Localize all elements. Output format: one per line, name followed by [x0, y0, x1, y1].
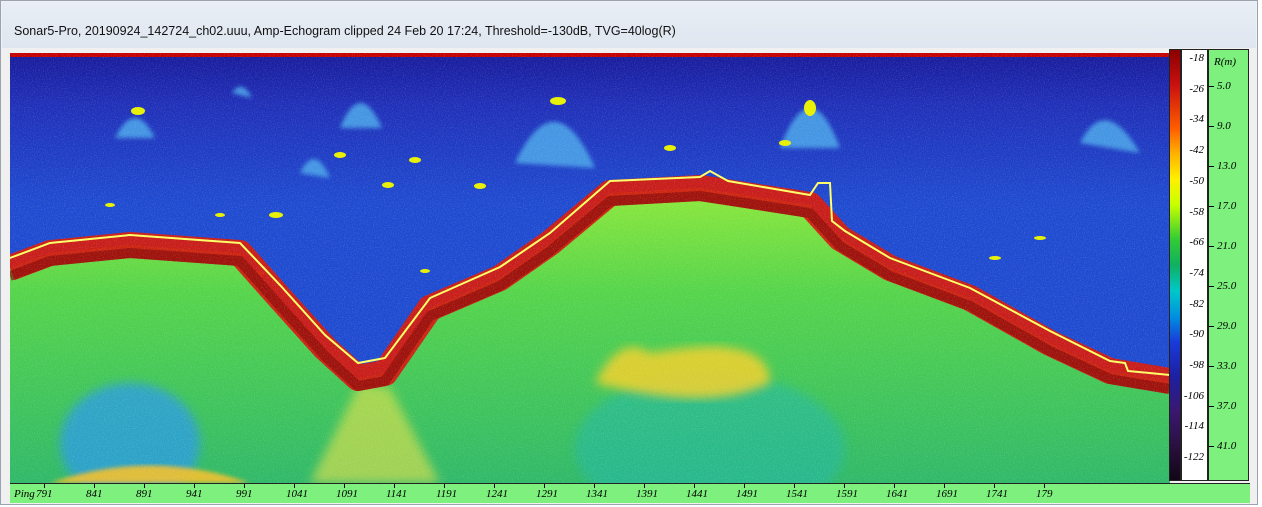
ping-axis-tick [144, 484, 145, 488]
colorbar-label: -34 [1189, 113, 1204, 126]
echogram-plot[interactable] [10, 53, 1170, 483]
ping-axis-tick [644, 484, 645, 488]
range-axis-tick [1209, 246, 1214, 247]
ping-axis-label: 1541 [786, 488, 808, 500]
colorbar-label: -42 [1189, 144, 1204, 157]
ping-axis-tick [894, 484, 895, 488]
ping-axis-tick [994, 484, 995, 488]
colorbar-label: -58 [1189, 205, 1204, 218]
ping-axis-label: 179 [1036, 488, 1053, 500]
colorbar-label: -26 [1189, 82, 1204, 95]
ping-axis-label: 1391 [636, 488, 658, 500]
range-axis: R(m) 5.0 9.0 13.0 17.0 21.0 25.0 29.0 33.0 37.0 4… [1208, 49, 1249, 481]
ping-axis-label: 1241 [486, 488, 508, 500]
colorbar-label: -66 [1189, 236, 1204, 249]
range-axis-label: 5.0 [1217, 80, 1231, 92]
ping-axis-label: 1041 [286, 488, 308, 500]
range-axis-label: 25.0 [1217, 280, 1237, 292]
range-axis-tick [1209, 126, 1214, 127]
colorbar-label: -122 [1183, 451, 1204, 464]
colorbar-label: -74 [1189, 266, 1204, 279]
ping-axis-label: 1691 [936, 488, 958, 500]
ping-axis-label: 1341 [586, 488, 608, 500]
ping-axis-tick [394, 484, 395, 488]
colorbar-label: -82 [1189, 297, 1204, 310]
speckle-noise [10, 53, 1170, 483]
ping-axis-tick [594, 484, 595, 488]
range-axis-tick [1209, 206, 1214, 207]
range-axis-tick [1209, 406, 1214, 407]
ping-axis-label: 1441 [686, 488, 708, 500]
title-bar: Sonar5-Pro, 20190924_142724_ch02.uuu, Am… [2, 2, 1256, 48]
colorbar-label: -106 [1183, 389, 1204, 402]
range-axis-label: 17.0 [1217, 200, 1237, 212]
colorbar-label: -98 [1189, 359, 1204, 371]
ping-axis-label: 991 [236, 488, 253, 500]
ping-axis-tick [444, 484, 445, 488]
ping-axis: Ping 791 841 891 941 991 1041 1091 1141 1191 1241… [10, 483, 1250, 503]
range-axis-tick [1209, 326, 1214, 327]
ping-axis-label: 1591 [836, 488, 858, 500]
ping-axis-tick [794, 484, 795, 488]
range-axis-label: 21.0 [1217, 240, 1237, 252]
colorbar-label: -90 [1189, 328, 1204, 341]
ping-axis-label: 1191 [436, 488, 458, 500]
colorbar-label: -18 [1189, 52, 1204, 64]
range-axis-tick [1209, 86, 1214, 87]
ping-axis-tick [944, 484, 945, 488]
range-axis-tick [1209, 286, 1214, 287]
range-axis-tick [1209, 446, 1214, 447]
ping-axis-label: 791 [36, 488, 53, 500]
ping-axis-tick [44, 484, 45, 488]
ping-axis-tick [344, 484, 345, 488]
window-title: Sonar5-Pro, 20190924_142724_ch02.uuu, Am… [14, 24, 676, 38]
ping-axis-label: 1141 [386, 488, 408, 500]
ping-axis-label: 891 [136, 488, 153, 500]
ping-axis-tick [844, 484, 845, 488]
range-axis-label: 13.0 [1217, 160, 1237, 172]
ping-axis-tick [544, 484, 545, 488]
colorbar-label: -50 [1189, 174, 1204, 187]
ping-axis-label: 1641 [886, 488, 908, 500]
color-scale-labels: -18 -26 -34 -42 -50 -58 -66 -74 -82 -90 -98 -106 -11… [1181, 49, 1208, 481]
ping-axis-tick [94, 484, 95, 488]
range-axis-tick [1209, 366, 1214, 367]
range-axis-header: R(m) [1214, 56, 1236, 68]
ping-axis-label: 1291 [536, 488, 558, 500]
ping-axis-label: 1491 [736, 488, 758, 500]
ping-axis-tick [1044, 484, 1045, 488]
range-axis-label: 33.0 [1217, 360, 1237, 372]
range-axis-label: 9.0 [1217, 120, 1231, 132]
range-axis-label: 29.0 [1217, 320, 1237, 332]
ping-axis-label: 1741 [986, 488, 1008, 500]
ping-axis-label: 1091 [336, 488, 358, 500]
ping-axis-tick [294, 484, 295, 488]
range-axis-tick [1209, 166, 1214, 167]
echogram-image [10, 53, 1170, 483]
color-scale-bar [1169, 49, 1181, 481]
ping-axis-tick [194, 484, 195, 488]
ping-axis-tick [694, 484, 695, 488]
range-axis-label: 37.0 [1217, 400, 1237, 412]
range-axis-label: 41.0 [1217, 440, 1237, 452]
ping-axis-label: 941 [186, 488, 203, 500]
colorbar-label: -114 [1184, 420, 1204, 433]
ping-axis-header: Ping [14, 488, 35, 500]
ping-axis-tick [744, 484, 745, 488]
ping-axis-label: 841 [86, 488, 103, 500]
ping-axis-tick [494, 484, 495, 488]
ping-axis-tick [244, 484, 245, 488]
